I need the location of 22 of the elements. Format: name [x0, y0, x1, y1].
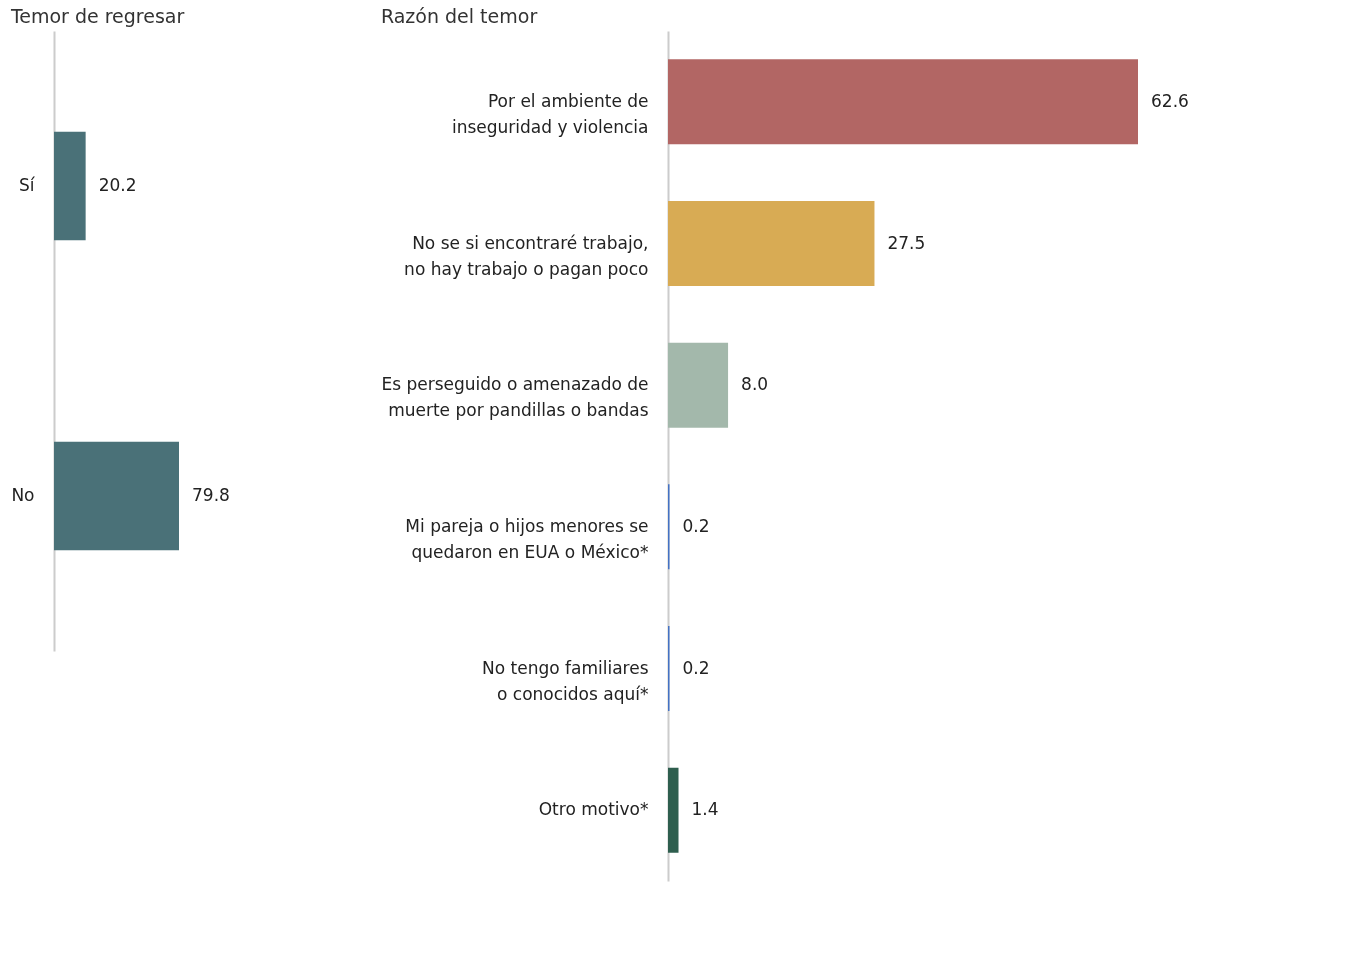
- y-tick-label: Es perseguido o amenazado de muerte por pandillas o bandas: [381, 374, 649, 421]
- y-tick-label: No se si encontraré trabajo, no hay trabajo o pagan poco: [404, 232, 649, 279]
- y-tick-label: No tengo familiares o conocidos aquí*: [482, 657, 649, 704]
- data-label: 27.5: [887, 232, 926, 253]
- bar: [668, 767, 679, 853]
- data-label: 1.4: [691, 799, 719, 820]
- data-label: 0.2: [682, 657, 710, 678]
- bar: [668, 342, 729, 428]
- chart-title: Temor de regresar: [9, 5, 185, 27]
- y-tick-label: Mi pareja o hijos menores se quedaron en EUA o México*: [405, 515, 649, 562]
- y-tick-label: Otro motivo*: [538, 799, 649, 820]
- data-label: 20.2: [98, 175, 137, 195]
- y-tick-label: No: [11, 485, 35, 505]
- y-tick-label: Por el ambiente de inseguridad y violencia: [451, 90, 649, 137]
- text: Razón del temor: [380, 5, 538, 27]
- data-label: 0.2: [682, 515, 710, 536]
- bar: [668, 59, 1138, 145]
- y-tick-label: Sí: [18, 175, 36, 195]
- bar: [668, 201, 875, 286]
- data-label: 62.6: [1151, 90, 1189, 111]
- data-label: 79.8: [192, 485, 230, 505]
- data-label: 8.0: [741, 374, 769, 395]
